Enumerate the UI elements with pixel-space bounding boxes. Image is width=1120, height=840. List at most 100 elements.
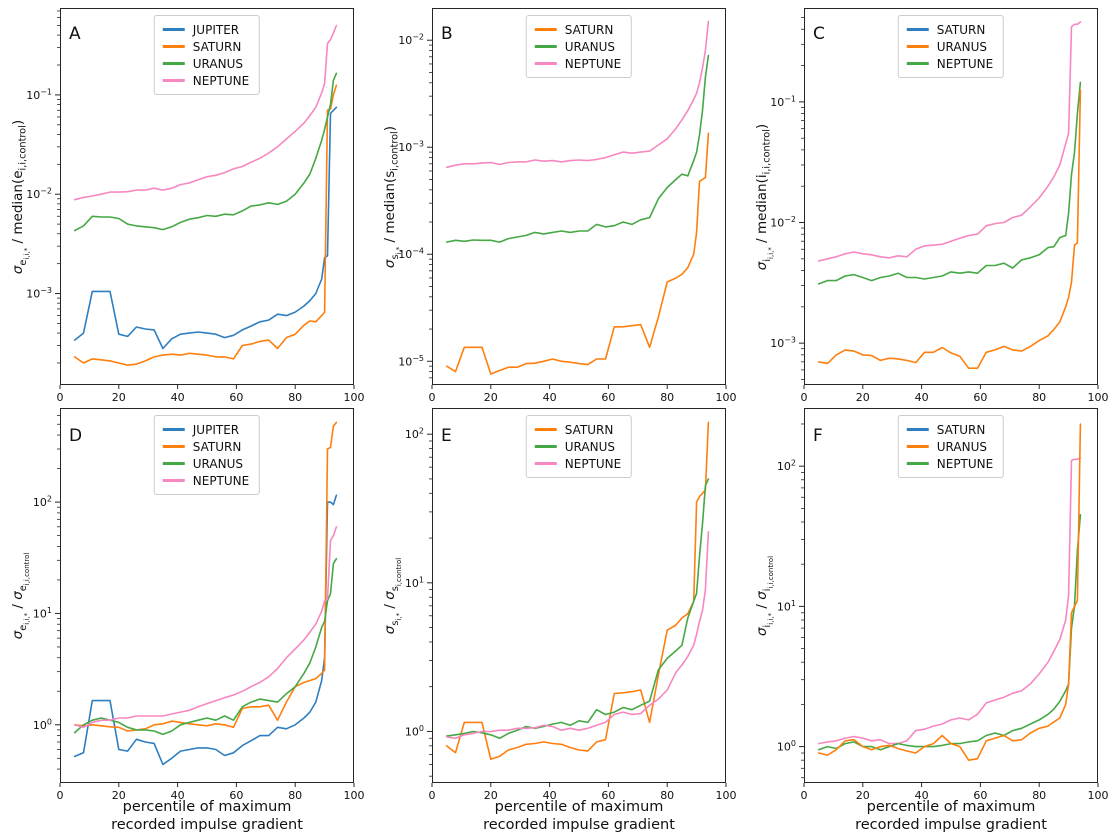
legend-swatch-uranus: [906, 445, 929, 448]
x-axis-label-col1: percentile of maximum recorded impulse g…: [60, 799, 354, 834]
x-tick-label: 20: [484, 789, 498, 802]
panel-f: 100 101 102 0 20 40 60 80 100: [777, 408, 1109, 802]
legend-c: SATURN URANUS NEPTUNE: [897, 15, 1005, 78]
x-tick-label: 40: [171, 789, 185, 802]
legend-swatch-uranus: [534, 45, 557, 48]
x-tick-label: 20: [484, 391, 498, 404]
x-axis-label-col2: percentile of maximum recorded impulse g…: [432, 799, 726, 834]
x-axis-label-col3: percentile of maximum recorded impulse g…: [804, 799, 1098, 834]
plot-line-jupiter: [73, 494, 338, 766]
y-axis-label-d: σei,i,* / σei,i,control: [10, 552, 31, 639]
legend-swatch-saturn: [534, 28, 557, 31]
legend-swatch-saturn: [534, 428, 557, 431]
x-tick-label: 40: [543, 789, 557, 802]
panel-letter-c: C: [813, 24, 825, 44]
plot-line-orange-curve: [817, 89, 1082, 370]
panel-letter-d: D: [69, 426, 83, 446]
legend-swatch-neptune: [162, 479, 185, 482]
plot-line-uranus: [73, 557, 338, 736]
y-axis-label-e: σsi,* / σsi,control: [382, 557, 403, 634]
legend-item-neptune: NEPTUNE: [906, 455, 993, 472]
plot-line-saturn: [445, 421, 710, 761]
y-tick-label: 10−4: [398, 247, 424, 262]
y-tick-label: 10−2: [770, 215, 796, 230]
y-tick-label: 10−2: [26, 187, 52, 202]
legend-item-uranus: URANUS: [534, 38, 621, 55]
x-tick-label: 20: [856, 391, 870, 404]
y-tick-label: 102: [777, 459, 796, 474]
x-tick-label: 60: [973, 789, 987, 802]
x-tick-label: 0: [801, 391, 808, 404]
x-tick-label: 0: [57, 789, 64, 802]
x-tick-label: 80: [660, 789, 674, 802]
legend-item-neptune: NEPTUNE: [162, 72, 249, 89]
legend-label: SATURN: [192, 439, 242, 454]
legend-label: URANUS: [564, 439, 615, 454]
panel-a: 10−3 10−2 10−1 0 20 40 60 80 100: [26, 8, 365, 404]
legend-swatch-uranus: [162, 62, 185, 65]
panel-b: 10−5 10−4 10−3 10−2 0 20 40 60 80 100: [398, 8, 737, 404]
plot-line-jupiter: [73, 106, 338, 350]
plot-line-uranus: [445, 478, 710, 740]
legend-label: URANUS: [936, 439, 987, 454]
x-tick-label: 80: [288, 391, 302, 404]
y-tick-label: 10−1: [26, 87, 52, 102]
y-axis-label-a: σei,i,* / median(ei,i,control): [10, 119, 31, 274]
legend-item-uranus: URANUS: [162, 55, 249, 72]
y-tick-label: 102: [405, 427, 424, 442]
x-tick-label: 100: [716, 391, 737, 404]
legend-swatch-saturn: [906, 428, 929, 431]
legend-label: URANUS: [192, 56, 243, 71]
legend-swatch-neptune: [534, 462, 557, 465]
legend-swatch-neptune: [906, 62, 929, 65]
legend-item-jupiter: JUPITER: [162, 421, 249, 438]
legend-label: NEPTUNE: [564, 56, 622, 71]
legend-swatch-uranus: [906, 45, 929, 48]
y-tick-label: 101: [33, 606, 52, 621]
legend-item-uranus: URANUS: [162, 455, 249, 472]
legend-item-uranus: URANUS: [906, 38, 993, 55]
axes-box: [60, 8, 354, 385]
legend-swatch-saturn: [906, 28, 929, 31]
legend-label: SATURN: [564, 22, 614, 37]
y-tick-label: 10−3: [770, 336, 796, 351]
legend-swatch-neptune: [906, 462, 929, 465]
plot-line-saturn: [73, 84, 338, 367]
x-tick-label: 80: [1032, 391, 1046, 404]
panel-c: 10−3 10−2 10−1 0 20 40 60 80 100: [770, 8, 1109, 404]
x-tick-label: 100: [1088, 789, 1109, 802]
x-tick-label: 60: [229, 789, 243, 802]
plot-line-neptune: [73, 525, 338, 729]
legend-e: SATURN URANUS NEPTUNE: [525, 415, 633, 478]
axes-box: [432, 408, 726, 783]
x-tick-label: 40: [915, 789, 929, 802]
legend-item-saturn: SATURN: [162, 38, 249, 55]
legend-label: NEPTUNE: [192, 473, 250, 488]
x-tick-label: 60: [229, 391, 243, 404]
legend-item-jupiter: JUPITER: [162, 21, 249, 38]
x-tick-label: 0: [57, 391, 64, 404]
panel-d: 100 101 102 0 20 40 60 80 100: [33, 408, 365, 802]
legend-label: NEPTUNE: [936, 56, 994, 71]
y-tick-label: 10−1: [770, 94, 796, 109]
y-tick-label: 100: [33, 717, 52, 732]
y-tick-label: 10−3: [398, 140, 424, 155]
legend-label: NEPTUNE: [564, 456, 622, 471]
x-tick-label: 60: [601, 391, 615, 404]
x-axis-label-line2: recorded impulse gradient: [483, 816, 675, 833]
y-axis-label-b: σsi,* / median(si,control): [382, 125, 403, 268]
legend-label: JUPITER: [192, 422, 240, 437]
legend-item-saturn: SATURN: [906, 21, 993, 38]
x-tick-label: 40: [915, 391, 929, 404]
legend-swatch-neptune: [162, 79, 185, 82]
legend-item-saturn: SATURN: [162, 438, 249, 455]
x-tick-label: 0: [429, 391, 436, 404]
legend-item-neptune: NEPTUNE: [534, 455, 622, 472]
axes-box: [60, 408, 354, 783]
x-tick-label: 100: [344, 391, 365, 404]
plot-line-green-curve: [817, 81, 1082, 285]
y-tick-label: 102: [33, 495, 52, 510]
plot-line-pink-curve-unlabeled-: [817, 456, 1082, 745]
y-axis-label-c: σii,i,* / median(ii,i,control): [754, 123, 775, 270]
